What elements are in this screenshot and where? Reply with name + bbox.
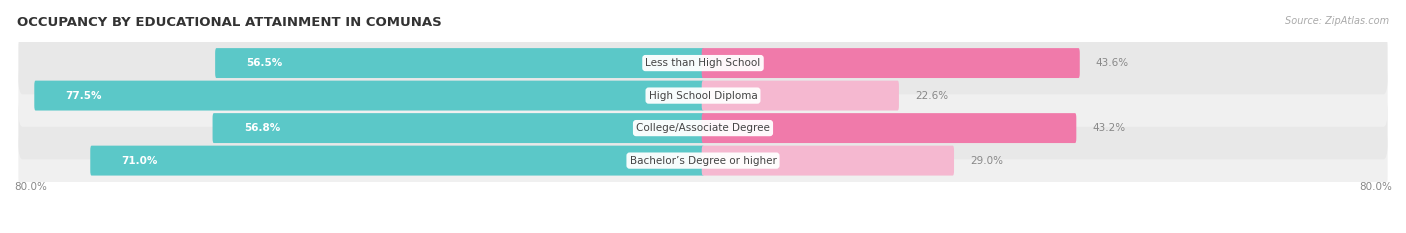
- FancyBboxPatch shape: [215, 48, 704, 78]
- Text: 29.0%: 29.0%: [970, 156, 1002, 166]
- Text: 77.5%: 77.5%: [66, 91, 103, 101]
- Text: 22.6%: 22.6%: [915, 91, 948, 101]
- FancyBboxPatch shape: [18, 97, 1388, 159]
- Text: OCCUPANCY BY EDUCATIONAL ATTAINMENT IN COMUNAS: OCCUPANCY BY EDUCATIONAL ATTAINMENT IN C…: [17, 16, 441, 29]
- Text: Bachelor’s Degree or higher: Bachelor’s Degree or higher: [630, 156, 776, 166]
- FancyBboxPatch shape: [18, 64, 1388, 127]
- FancyBboxPatch shape: [702, 146, 955, 175]
- Text: College/Associate Degree: College/Associate Degree: [636, 123, 770, 133]
- FancyBboxPatch shape: [212, 113, 704, 143]
- FancyBboxPatch shape: [34, 81, 704, 110]
- FancyBboxPatch shape: [18, 32, 1388, 94]
- Text: 56.5%: 56.5%: [246, 58, 283, 68]
- Text: High School Diploma: High School Diploma: [648, 91, 758, 101]
- FancyBboxPatch shape: [18, 129, 1388, 192]
- Text: 43.2%: 43.2%: [1092, 123, 1125, 133]
- Text: 43.6%: 43.6%: [1095, 58, 1129, 68]
- FancyBboxPatch shape: [702, 81, 898, 110]
- Text: Source: ZipAtlas.com: Source: ZipAtlas.com: [1285, 16, 1389, 26]
- Text: 56.8%: 56.8%: [245, 123, 280, 133]
- FancyBboxPatch shape: [702, 113, 1077, 143]
- Text: Less than High School: Less than High School: [645, 58, 761, 68]
- Text: 71.0%: 71.0%: [122, 156, 157, 166]
- Text: 80.0%: 80.0%: [14, 182, 46, 192]
- FancyBboxPatch shape: [90, 146, 704, 175]
- FancyBboxPatch shape: [702, 48, 1080, 78]
- Text: 80.0%: 80.0%: [1360, 182, 1392, 192]
